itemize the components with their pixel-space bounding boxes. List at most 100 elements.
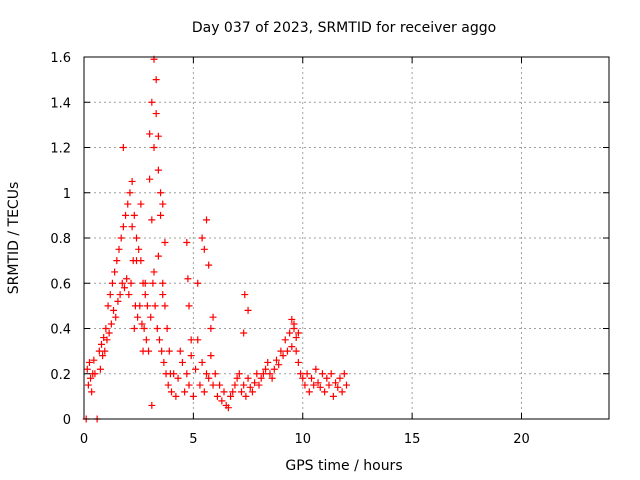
data-point <box>264 358 272 366</box>
data-point <box>244 306 252 314</box>
data-point <box>108 279 116 287</box>
data-point <box>157 189 165 197</box>
data-point <box>148 216 156 224</box>
data-point <box>119 223 127 231</box>
data-point <box>340 370 348 378</box>
data-point <box>229 388 237 396</box>
data-point <box>251 379 259 387</box>
data-point <box>288 315 296 323</box>
data-point <box>246 383 254 391</box>
grid-lines <box>84 57 609 419</box>
data-point <box>192 365 200 373</box>
data-point <box>189 392 197 400</box>
data-point <box>224 404 232 412</box>
data-point <box>88 388 96 396</box>
data-point <box>279 352 287 360</box>
data-point <box>329 392 337 400</box>
data-point <box>141 291 149 299</box>
x-axis-label: GPS time / hours <box>285 458 402 474</box>
data-point <box>153 325 161 332</box>
data-point <box>203 216 210 224</box>
data-point <box>123 275 131 283</box>
data-point <box>343 381 350 389</box>
data-point <box>142 336 150 344</box>
data-point <box>148 98 156 106</box>
data-point <box>83 365 91 373</box>
data-point <box>113 257 121 265</box>
data-point <box>119 144 127 151</box>
data-point <box>196 381 204 389</box>
data-point <box>117 234 125 242</box>
data-point <box>122 211 130 219</box>
data-point <box>147 313 155 321</box>
data-point <box>242 392 250 400</box>
y-tick-label: 0.6 <box>50 277 71 292</box>
data-point <box>181 388 189 396</box>
data-point <box>299 374 307 382</box>
data-point <box>159 279 167 287</box>
axis-ticks: 0 0.2 0.4 0.6 0.8 1 1.2 1.4 1.6 0 5 10 15 20 <box>50 51 609 447</box>
data-point <box>125 291 133 299</box>
data-point <box>297 370 305 378</box>
data-point <box>154 166 162 174</box>
data-point <box>96 365 104 373</box>
data-point <box>133 257 140 265</box>
data-point <box>262 365 270 373</box>
data-point <box>240 329 248 337</box>
data-point <box>110 306 118 314</box>
data-point <box>216 381 224 389</box>
data-point <box>187 336 195 344</box>
data-point <box>198 358 206 366</box>
data-point <box>172 392 180 400</box>
data-point <box>207 325 215 332</box>
data-point <box>244 374 252 382</box>
data-point <box>227 392 235 400</box>
data-point <box>90 356 98 364</box>
data-point <box>134 313 142 321</box>
data-point <box>176 347 184 355</box>
data-point <box>200 245 208 253</box>
data-point <box>146 175 154 183</box>
y-tick-label: 1 <box>63 187 71 202</box>
data-point <box>334 383 342 391</box>
data-point <box>277 347 285 355</box>
data-point <box>124 200 132 208</box>
data-point <box>268 374 276 382</box>
data-point <box>85 358 93 366</box>
data-point <box>87 374 95 382</box>
data-point <box>241 291 249 299</box>
data-point <box>205 261 213 269</box>
data-point <box>102 325 110 332</box>
data-point <box>211 370 219 378</box>
data-point <box>152 110 160 118</box>
data-point <box>187 352 195 360</box>
data-point <box>253 370 261 378</box>
data-point <box>120 284 128 292</box>
x-tick-label: 20 <box>513 432 530 447</box>
data-point <box>112 313 120 321</box>
data-point <box>292 334 300 342</box>
data-point <box>314 379 322 387</box>
x-tick-label: 0 <box>80 432 88 447</box>
data-point <box>140 325 148 332</box>
data-point <box>266 370 274 378</box>
y-axis-label: SRMTID / TECUs <box>6 182 22 295</box>
data-point <box>325 381 333 389</box>
data-point <box>203 370 210 378</box>
data-point <box>161 302 169 310</box>
data-point <box>336 374 344 382</box>
data-point <box>118 279 126 287</box>
data-point <box>283 347 291 355</box>
data-point <box>130 325 138 332</box>
y-tick-label: 0.2 <box>50 368 71 383</box>
data-point <box>207 352 215 360</box>
data-point <box>292 347 300 355</box>
data-point <box>183 370 191 378</box>
data-point <box>128 177 136 185</box>
data-point <box>84 381 92 389</box>
data-point <box>240 381 248 389</box>
data-point <box>275 361 283 369</box>
data-point <box>116 291 124 299</box>
data-point <box>150 144 158 151</box>
data-point <box>259 370 267 378</box>
